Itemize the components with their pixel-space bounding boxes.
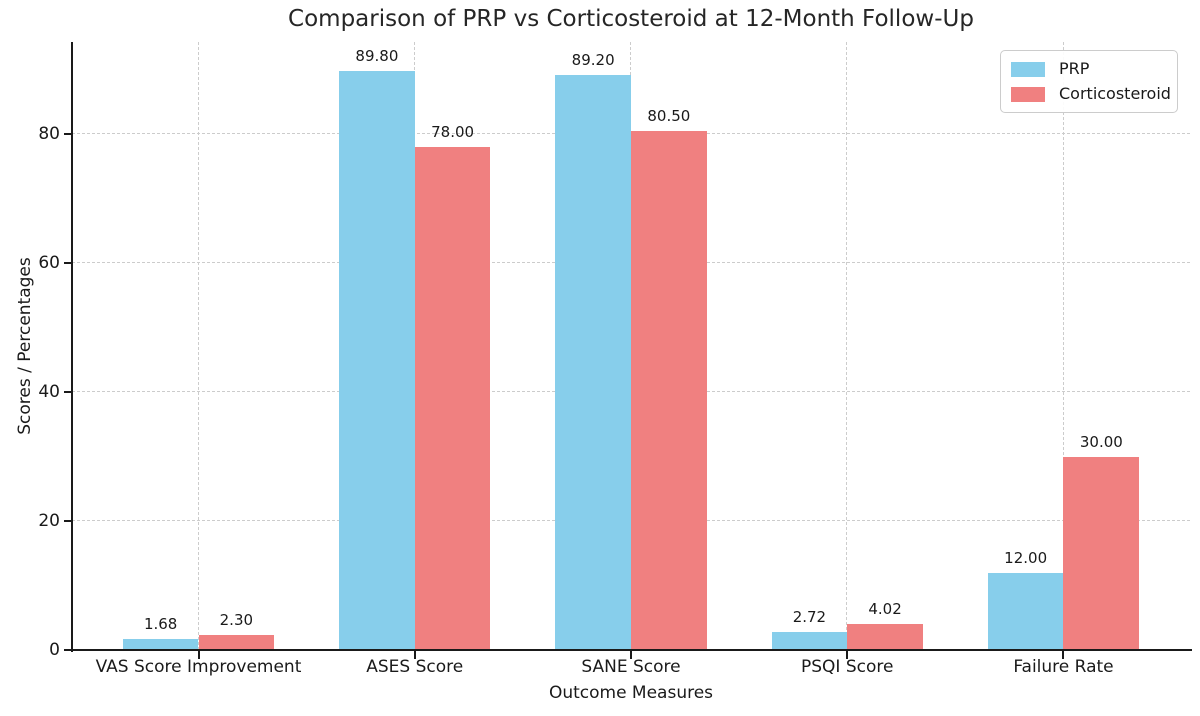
bar-corticosteroid-1 xyxy=(414,147,491,650)
x-tick xyxy=(413,651,416,659)
x-axis-spine xyxy=(71,649,1192,651)
x-tick xyxy=(197,651,200,659)
x-gridline xyxy=(197,42,199,650)
chart-title: Comparison of PRP vs Corticosteroid at 1… xyxy=(288,6,974,32)
bar-prp-4 xyxy=(987,572,1064,650)
y-tick-label: 0 xyxy=(49,640,60,660)
x-tick-label: SANE Score xyxy=(581,657,681,677)
bar-value-label: 2.72 xyxy=(792,608,827,627)
legend: PRP Corticosteroid xyxy=(1000,50,1178,113)
bar-corticosteroid-3 xyxy=(847,624,923,650)
x-gridline xyxy=(1062,42,1064,650)
bar-value-label: 2.30 xyxy=(219,611,254,630)
bar-prp-1 xyxy=(339,71,415,650)
x-axis-label: Outcome Measures xyxy=(548,683,714,703)
bar-value-label: 1.68 xyxy=(143,615,178,634)
x-tick-label: PSQI Score xyxy=(801,657,894,677)
bar-value-label: 89.80 xyxy=(355,47,399,65)
x-tick-label: ASES Score xyxy=(366,657,464,677)
legend-label-corticosteroid: Corticosteroid xyxy=(1059,84,1171,103)
y-tick xyxy=(64,520,72,523)
y-tick-label: 20 xyxy=(38,511,60,532)
x-tick xyxy=(846,651,849,659)
x-tick-label: Failure Rate xyxy=(1013,657,1114,677)
x-tick xyxy=(1062,651,1065,659)
bar-corticosteroid-0 xyxy=(198,635,275,650)
x-tick xyxy=(630,651,632,659)
bar-value-label: 80.50 xyxy=(647,106,691,125)
bar-value-label: 30.00 xyxy=(1079,432,1123,451)
bar-prp-0 xyxy=(122,639,199,650)
y-tick-label: 40 xyxy=(38,382,60,403)
y-tick xyxy=(64,391,72,394)
y-tick xyxy=(64,649,72,651)
bar-value-label: 4.02 xyxy=(868,600,902,619)
bar-value-label: 12.00 xyxy=(1004,548,1048,567)
y-tick xyxy=(64,262,72,265)
legend-swatch-corticosteroid-icon xyxy=(1011,86,1045,102)
legend-item-prp: PRP xyxy=(1011,60,1167,78)
y-tick-label: 80 xyxy=(38,124,60,145)
bar-value-label: 78.00 xyxy=(431,123,475,142)
bar-prp-3 xyxy=(771,632,848,650)
legend-item-corticosteroid: Corticosteroid xyxy=(1011,85,1171,103)
bar-corticosteroid-4 xyxy=(1063,456,1140,650)
legend-label-prp: PRP xyxy=(1059,59,1090,78)
bar-prp-2 xyxy=(555,74,631,650)
x-tick-label: VAS Score Improvement xyxy=(95,657,302,677)
legend-swatch-prp-icon xyxy=(1011,61,1045,77)
bar-corticosteroid-2 xyxy=(631,130,707,650)
y-axis-spine xyxy=(71,42,73,652)
y-tick xyxy=(64,133,72,136)
x-gridline xyxy=(846,42,848,650)
y-tick-label: 60 xyxy=(38,253,60,274)
bar-value-label: 89.20 xyxy=(571,50,615,69)
